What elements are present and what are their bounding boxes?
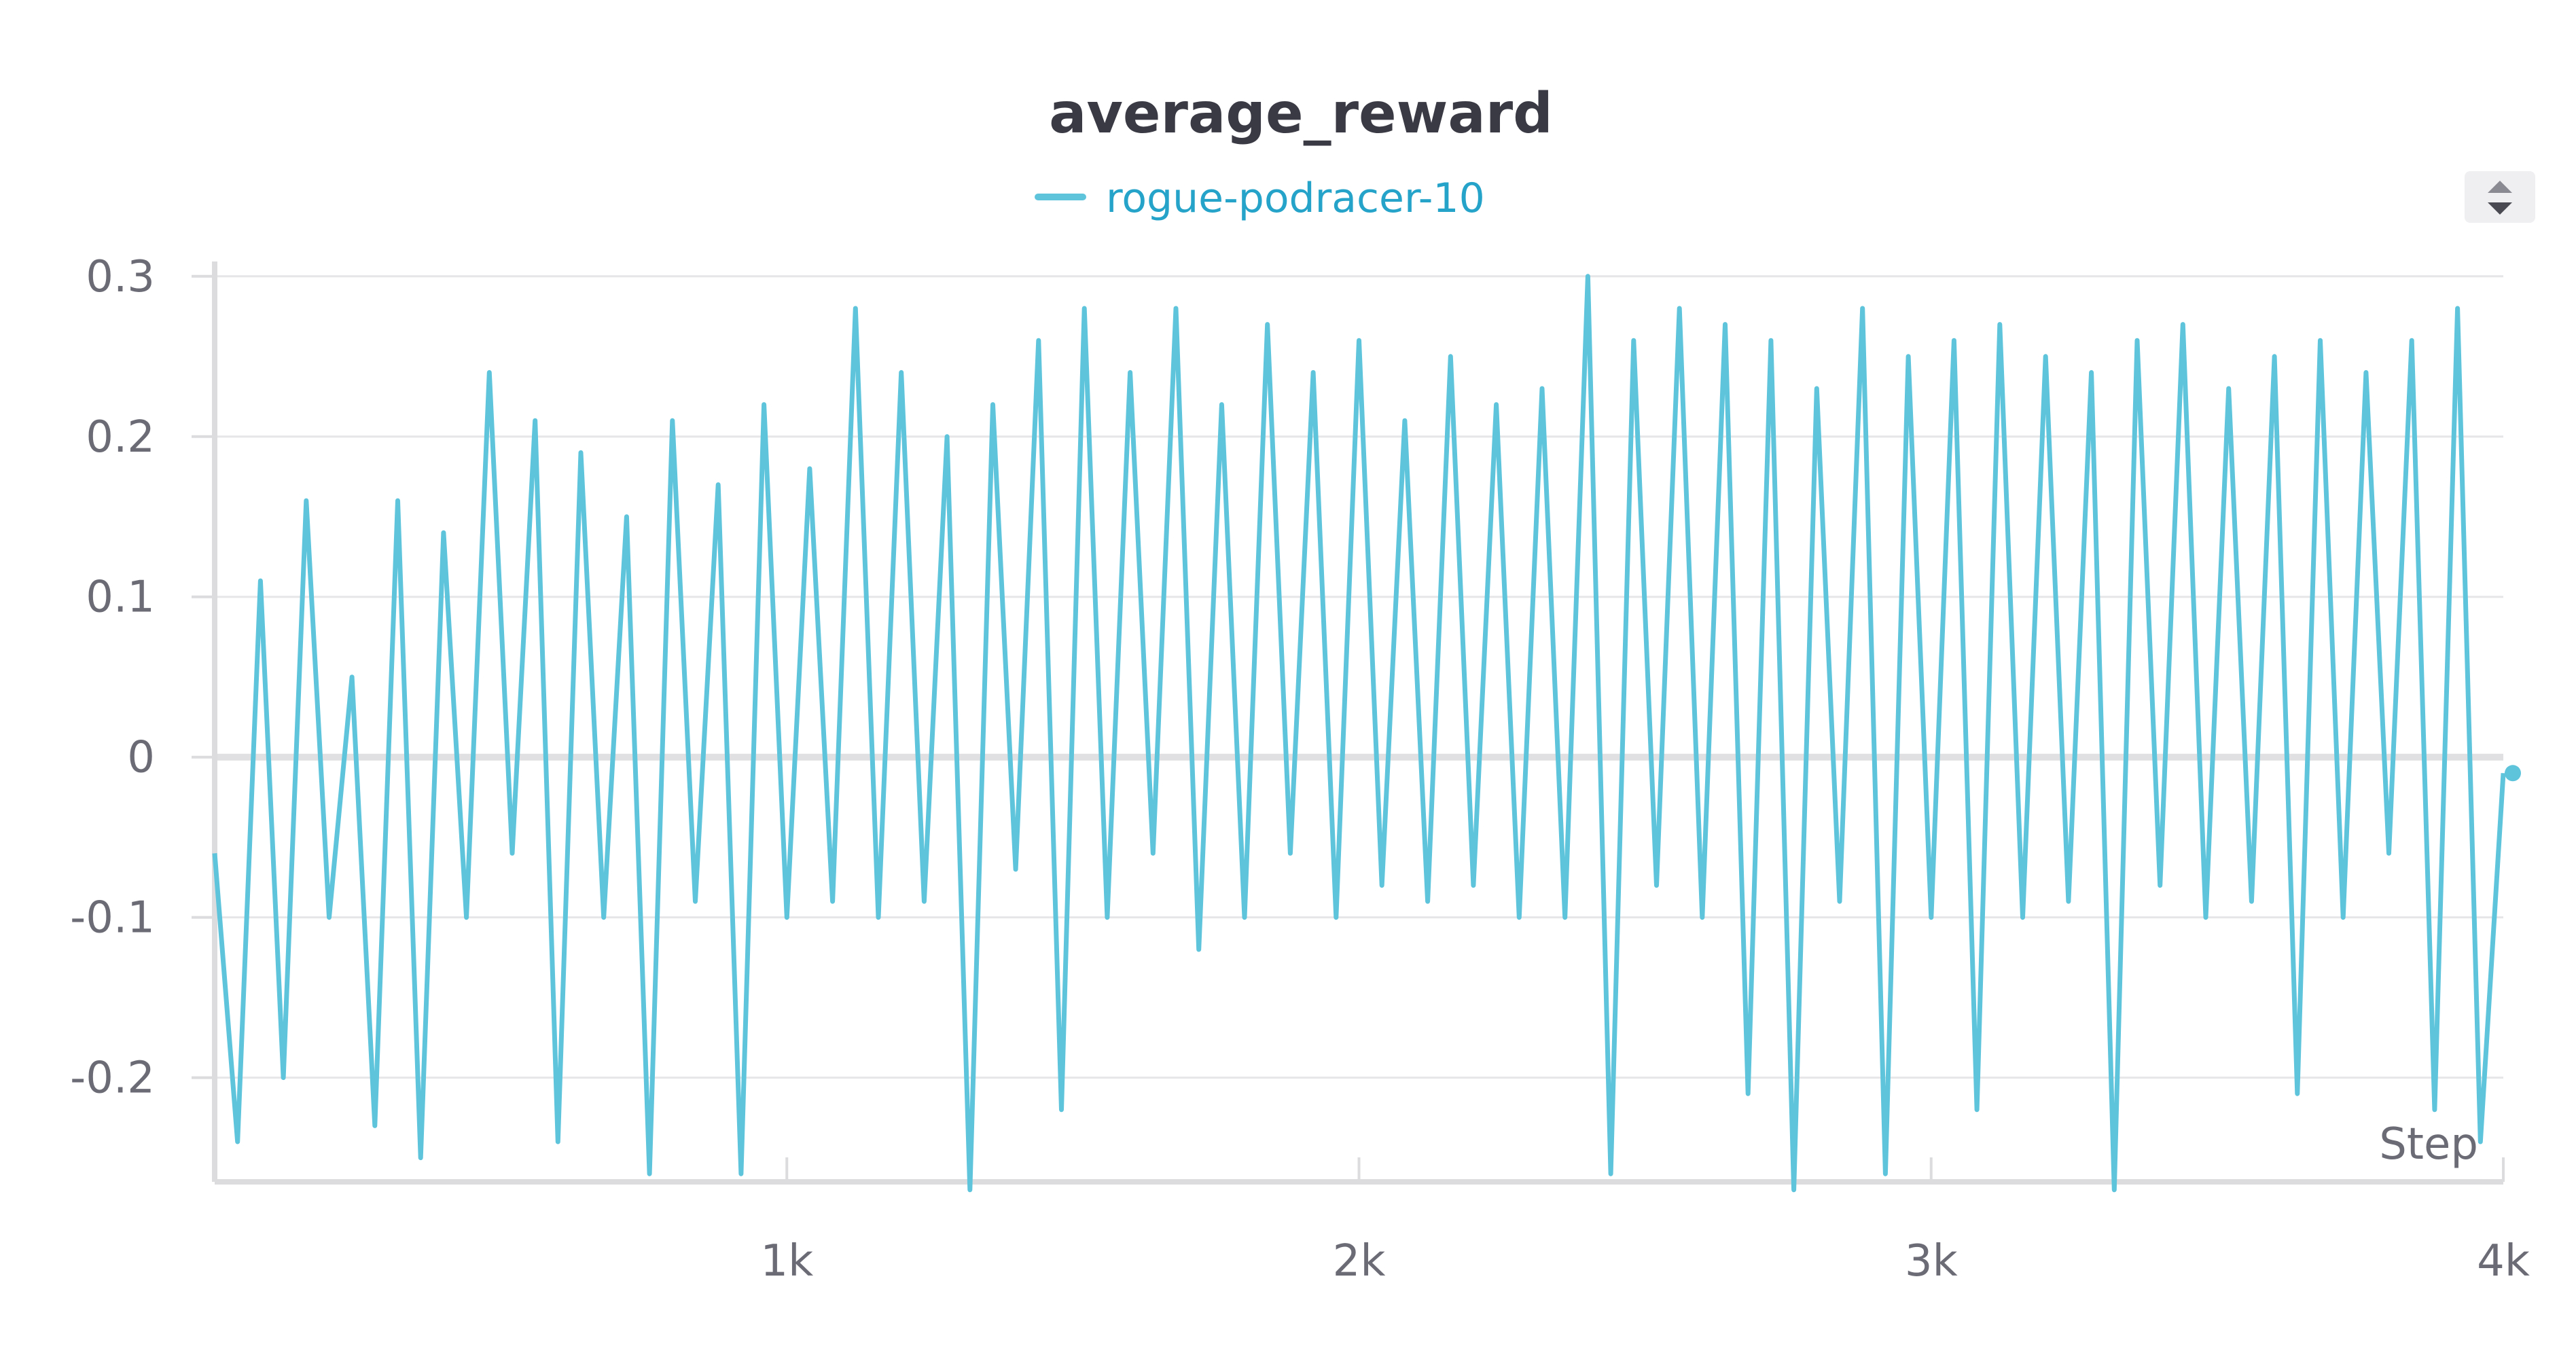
tick-labels: -0.2 -0.1 0 0.1 0.2 0.3 1k 2k 3k 4k xyxy=(70,252,2530,1286)
y-tick-label: 0.1 xyxy=(86,573,155,623)
series-layer xyxy=(212,274,2521,1193)
chart-title: average_reward xyxy=(1049,82,1553,146)
series-line-rogue-podracer-10[interactable] xyxy=(212,274,2506,1193)
axes xyxy=(192,261,2505,1185)
x-axis-label: Step xyxy=(2379,1119,2478,1170)
y-tick-label: -0.2 xyxy=(70,1053,155,1104)
y-tick-label: 0.2 xyxy=(86,412,155,463)
sort-arrows-icon[interactable] xyxy=(2465,171,2535,223)
y-tick-label: -0.1 xyxy=(70,893,155,943)
legend-label: rogue-podracer-10 xyxy=(1106,175,1485,222)
series-end-point[interactable] xyxy=(2505,765,2521,782)
x-tick-label: 4k xyxy=(2477,1236,2530,1286)
y-tick-label: 0 xyxy=(127,733,155,783)
y-tick-label: 0.3 xyxy=(86,252,155,302)
x-tick-label: 1k xyxy=(760,1236,813,1286)
x-tick-label: 2k xyxy=(1333,1236,1386,1286)
legend[interactable]: rogue-podracer-10 xyxy=(1035,175,1485,222)
x-tick-label: 3k xyxy=(1905,1236,1958,1286)
